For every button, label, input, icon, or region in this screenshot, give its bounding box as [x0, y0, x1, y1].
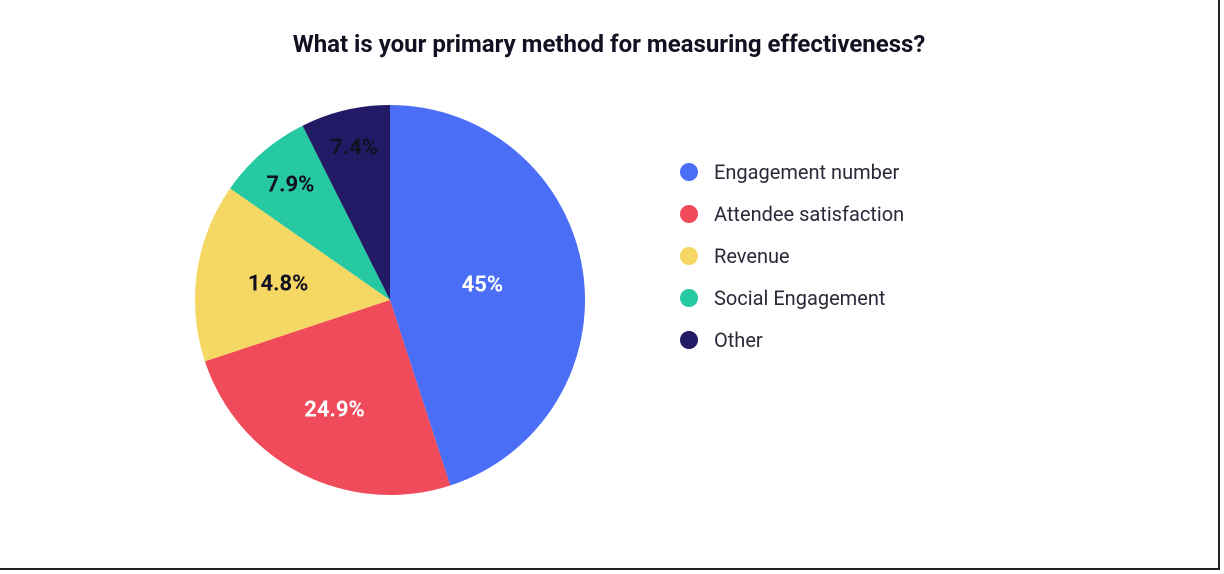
- legend-label-social_engagement: Social Engagement: [714, 286, 885, 310]
- chart-frame: What is your primary method for measurin…: [0, 0, 1220, 570]
- slice-label-revenue: 14.8%: [248, 271, 309, 296]
- legend-label-engagement_number: Engagement number: [714, 160, 899, 184]
- slice-label-social_engagement: 7.9%: [267, 172, 315, 197]
- legend-dot-social_engagement: [680, 289, 698, 307]
- legend-dot-attendee_satisfaction: [680, 205, 698, 223]
- chart-title: What is your primary method for measurin…: [0, 30, 1218, 58]
- slice-label-other: 7.4%: [330, 136, 378, 161]
- legend-dot-engagement_number: [680, 163, 698, 181]
- legend-label-attendee_satisfaction: Attendee satisfaction: [714, 202, 904, 226]
- pie-chart: [190, 100, 590, 500]
- legend-item-attendee_satisfaction: Attendee satisfaction: [680, 202, 904, 226]
- legend-label-revenue: Revenue: [714, 244, 790, 268]
- legend-dot-other: [680, 331, 698, 349]
- legend-item-engagement_number: Engagement number: [680, 160, 904, 184]
- legend-label-other: Other: [714, 328, 763, 352]
- slice-label-attendee_satisfaction: 24.9%: [304, 397, 365, 422]
- slice-label-engagement_number: 45%: [462, 273, 504, 298]
- legend-item-revenue: Revenue: [680, 244, 904, 268]
- legend-item-social_engagement: Social Engagement: [680, 286, 904, 310]
- legend: Engagement number Attendee satisfaction Re…: [680, 160, 904, 370]
- legend-dot-revenue: [680, 247, 698, 265]
- legend-item-other: Other: [680, 328, 904, 352]
